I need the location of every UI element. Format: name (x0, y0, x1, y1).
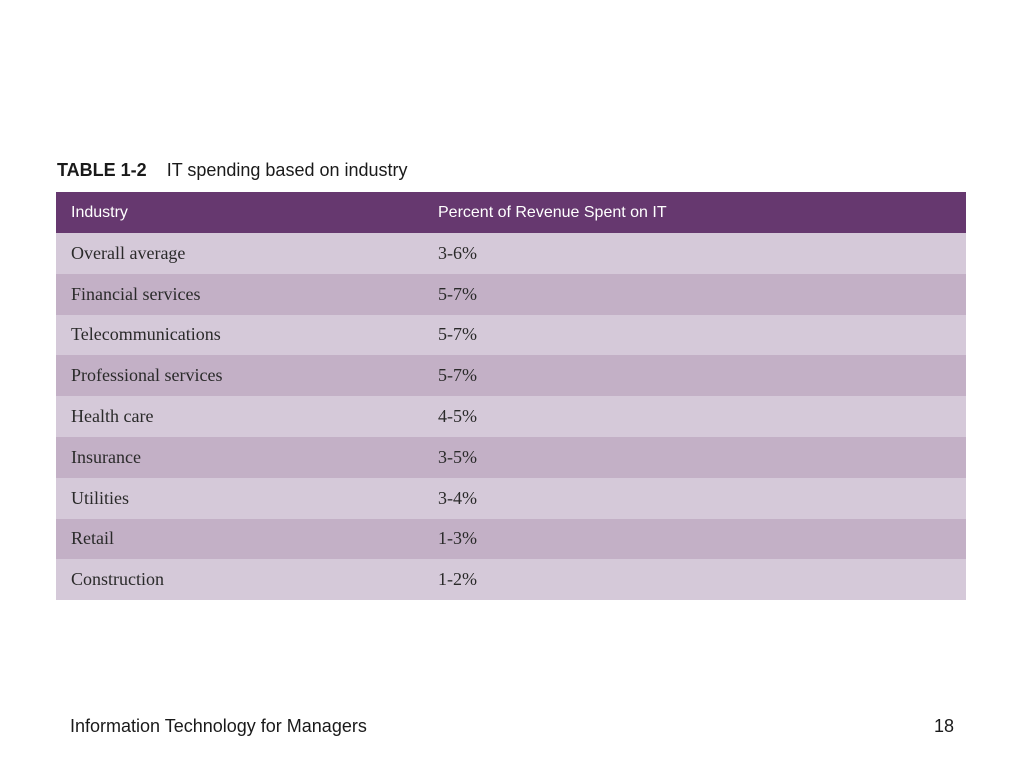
table-number: TABLE 1-2 (57, 160, 147, 180)
percent-cell: 3-6% (438, 242, 477, 263)
industry-cell: Construction (71, 569, 164, 590)
percent-cell: 4-5% (438, 406, 477, 427)
industry-cell: Overall average (71, 242, 186, 263)
percent-cell: 5-7% (438, 324, 477, 345)
industry-cell: Retail (71, 528, 114, 549)
percent-cell: 1-2% (438, 569, 477, 590)
table-header-row: Industry Percent of Revenue Spent on IT (56, 192, 966, 233)
table-title: IT spending based on industry (166, 160, 408, 180)
industry-cell: Utilities (71, 487, 129, 508)
it-spending-table: Industry Percent of Revenue Spent on IT … (56, 192, 966, 601)
percent-cell: 3-4% (438, 487, 477, 508)
table-row: Retail 1-3% (56, 518, 966, 560)
table-row: Professional services 5-7% (56, 355, 966, 397)
table-row: Health care 4-5% (56, 396, 966, 437)
table-row: Overall average 3-6% (56, 233, 966, 274)
industry-cell: Telecommunications (71, 324, 221, 345)
footer-course-title: Information Technology for Managers (70, 716, 367, 736)
header-percent: Percent of Revenue Spent on IT (438, 203, 667, 221)
industry-cell: Health care (71, 406, 154, 427)
percent-cell: 3-5% (438, 446, 477, 467)
industry-cell: Professional services (71, 365, 223, 386)
percent-cell: 1-3% (438, 528, 477, 549)
footer-page-number: 18 (933, 716, 954, 736)
percent-cell: 5-7% (438, 283, 477, 304)
table-row: Construction 1-2% (56, 559, 966, 601)
table-row: Insurance 3-5% (56, 436, 966, 478)
header-industry: Industry (71, 203, 128, 221)
table-row: Financial services 5-7% (56, 273, 966, 315)
table-row: Telecommunications 5-7% (56, 314, 966, 356)
percent-cell: 5-7% (438, 365, 477, 386)
table-row: Utilities 3-4% (56, 477, 966, 519)
table-caption: TABLE 1-2 IT spending based on industry (57, 160, 408, 181)
industry-cell: Insurance (71, 446, 141, 467)
industry-cell: Financial services (71, 283, 201, 304)
